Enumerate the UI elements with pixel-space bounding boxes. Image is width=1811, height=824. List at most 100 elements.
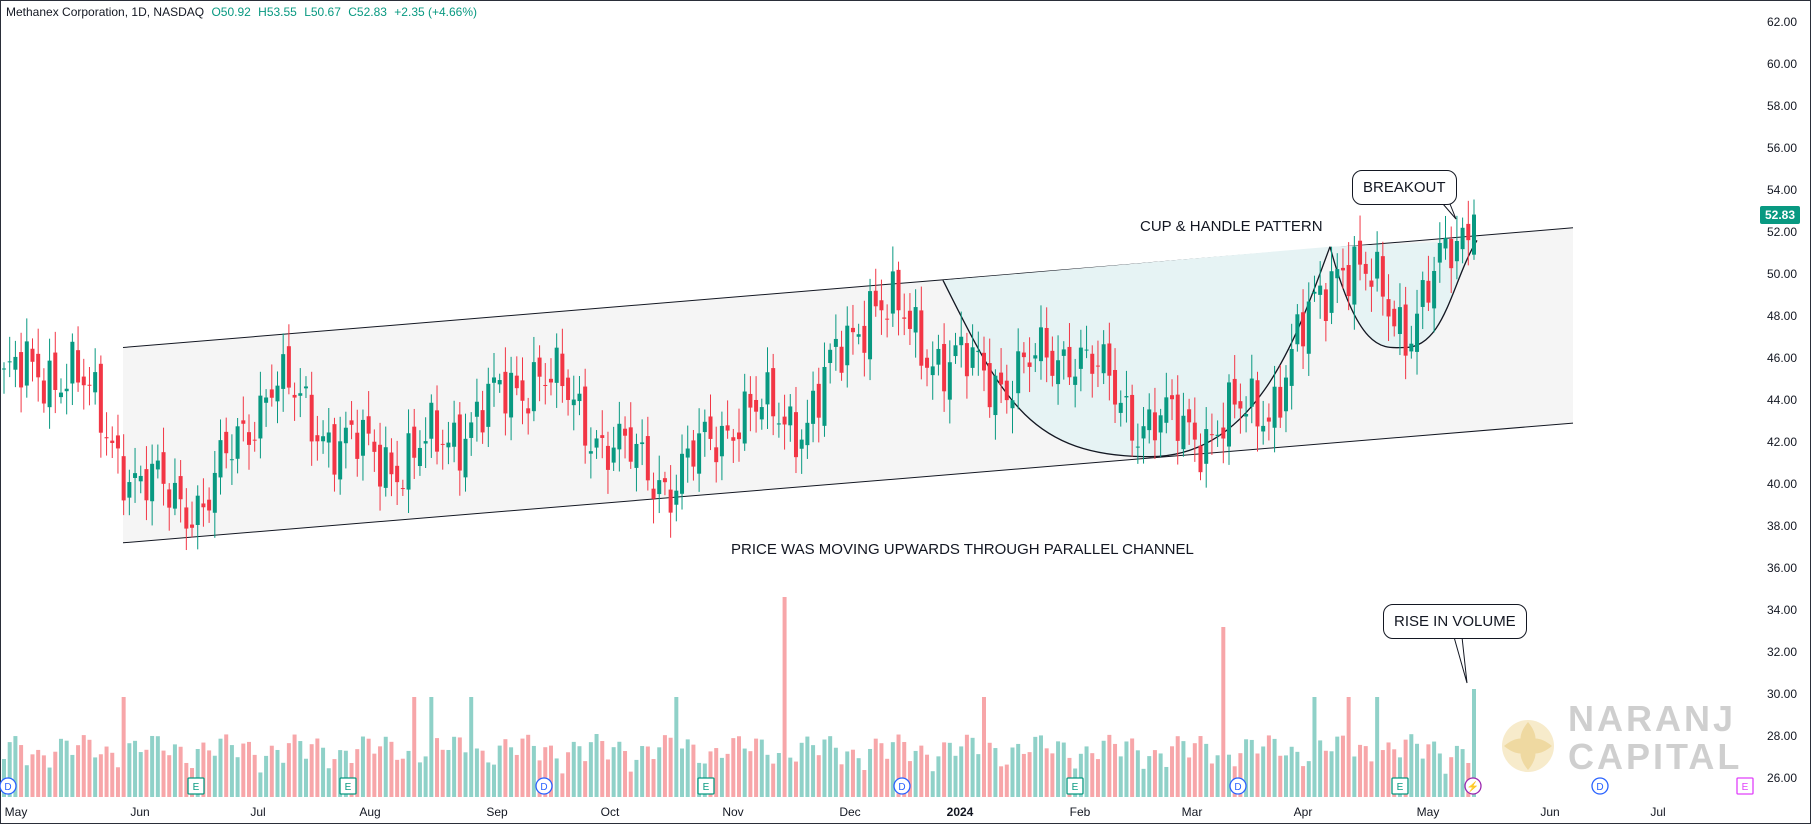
volume-bar xyxy=(1221,627,1226,797)
candle-body xyxy=(731,437,736,441)
event-marker xyxy=(697,777,715,795)
price-tick-label: 54.00 xyxy=(1767,183,1797,197)
volume-bar xyxy=(303,758,308,797)
candle-body xyxy=(212,472,217,513)
volume-bar xyxy=(138,752,143,797)
event-marker-label: ⚡ xyxy=(1467,780,1479,793)
candle-body xyxy=(452,422,457,447)
candle-body xyxy=(930,366,935,376)
volume-bar xyxy=(1215,755,1220,797)
breakout-callout[interactable]: BREAKOUT xyxy=(1352,170,1457,205)
candle-body xyxy=(309,394,314,442)
candle-body xyxy=(76,350,81,383)
logo-line2: CAPITAL xyxy=(1568,736,1743,777)
volume-bar xyxy=(571,741,576,797)
candle-body xyxy=(742,391,747,444)
cup-handle-label[interactable]: CUP & HANDLE PATTERN xyxy=(1140,218,1323,235)
candle-body xyxy=(1221,427,1226,439)
volume-bar xyxy=(1346,697,1351,797)
candle-body xyxy=(799,439,804,449)
candle-body xyxy=(1363,263,1368,274)
candle-body xyxy=(543,384,548,386)
time-tick-label: Jun xyxy=(1540,805,1559,819)
candle-body xyxy=(765,372,770,405)
candle-body xyxy=(885,318,890,320)
volume-bar xyxy=(127,743,132,797)
candle-body xyxy=(53,352,58,390)
volume-bar xyxy=(964,734,969,797)
volume-bar xyxy=(1118,756,1123,797)
candle-body xyxy=(953,345,958,357)
volume-bar xyxy=(1255,753,1260,797)
volume-bar xyxy=(321,747,326,797)
candle-body xyxy=(1198,445,1203,473)
volume-bar xyxy=(782,597,787,797)
candle-body xyxy=(919,310,924,366)
candle-body xyxy=(184,507,189,529)
candle-body xyxy=(480,410,485,433)
candle-body xyxy=(674,490,679,505)
volume-bar xyxy=(1272,738,1277,797)
volume-bar xyxy=(833,747,838,797)
candle-body xyxy=(702,421,707,433)
candle-body xyxy=(1192,422,1197,440)
volume-bar xyxy=(748,751,753,797)
rise-volume-callout[interactable]: RISE IN VOLUME xyxy=(1383,604,1527,639)
candle-body xyxy=(435,410,440,452)
volume-bar xyxy=(332,759,337,797)
volume-bar xyxy=(1004,764,1009,797)
candle-body xyxy=(281,354,286,389)
volume-bar xyxy=(64,740,69,797)
candle-body xyxy=(759,407,764,420)
candle-body xyxy=(1415,313,1420,352)
candle-body xyxy=(144,469,149,501)
volume-bar xyxy=(674,697,679,797)
channel-note-label[interactable]: PRICE WAS MOVING UPWARDS THROUGH PARALLE… xyxy=(731,541,1194,558)
event-marker xyxy=(0,777,17,795)
volume-bar xyxy=(235,757,240,797)
volume-bar xyxy=(355,749,360,797)
event-markers: D E E D E D E D E ⚡ D E xyxy=(0,777,1754,795)
candle-body xyxy=(252,439,257,441)
volume-bar xyxy=(651,759,656,797)
candle-body xyxy=(1152,412,1157,441)
candle-body xyxy=(201,503,206,508)
candle-body xyxy=(64,388,69,392)
candle-body xyxy=(617,423,622,450)
candle-body xyxy=(1050,350,1055,376)
volume-bar xyxy=(1061,742,1066,797)
candle-body xyxy=(1187,409,1192,423)
candle-body xyxy=(195,495,200,525)
candle-body xyxy=(247,432,251,445)
volume-bar xyxy=(1363,746,1368,797)
volume-bar xyxy=(1113,743,1118,797)
volume-bar xyxy=(298,741,303,797)
volume-bar xyxy=(1261,746,1266,797)
event-marker xyxy=(1066,777,1084,795)
volume-bar xyxy=(115,767,120,797)
volume-bar xyxy=(588,742,593,797)
candle-body xyxy=(1329,271,1334,313)
candle-body xyxy=(1272,386,1277,428)
time-tick-label: May xyxy=(1417,805,1440,819)
volume-bar xyxy=(167,755,172,797)
volume-bar xyxy=(406,750,411,797)
candle-body xyxy=(1141,426,1146,439)
volume-bar xyxy=(218,738,223,797)
event-marker xyxy=(535,777,553,795)
volume-bar xyxy=(776,753,781,797)
volume-bar xyxy=(24,765,29,797)
volume-bar xyxy=(1335,736,1340,797)
candle-body xyxy=(879,300,884,311)
candle-body xyxy=(594,438,599,448)
candle-body xyxy=(2,368,6,370)
candle-body xyxy=(1209,434,1214,436)
volume-bar xyxy=(292,734,297,797)
volume-bar xyxy=(58,738,63,797)
candle-body xyxy=(429,402,434,439)
event-marker xyxy=(187,777,205,795)
candle-body xyxy=(161,452,166,484)
candle-body xyxy=(1204,429,1209,464)
open-value: O50.92 xyxy=(211,5,251,19)
